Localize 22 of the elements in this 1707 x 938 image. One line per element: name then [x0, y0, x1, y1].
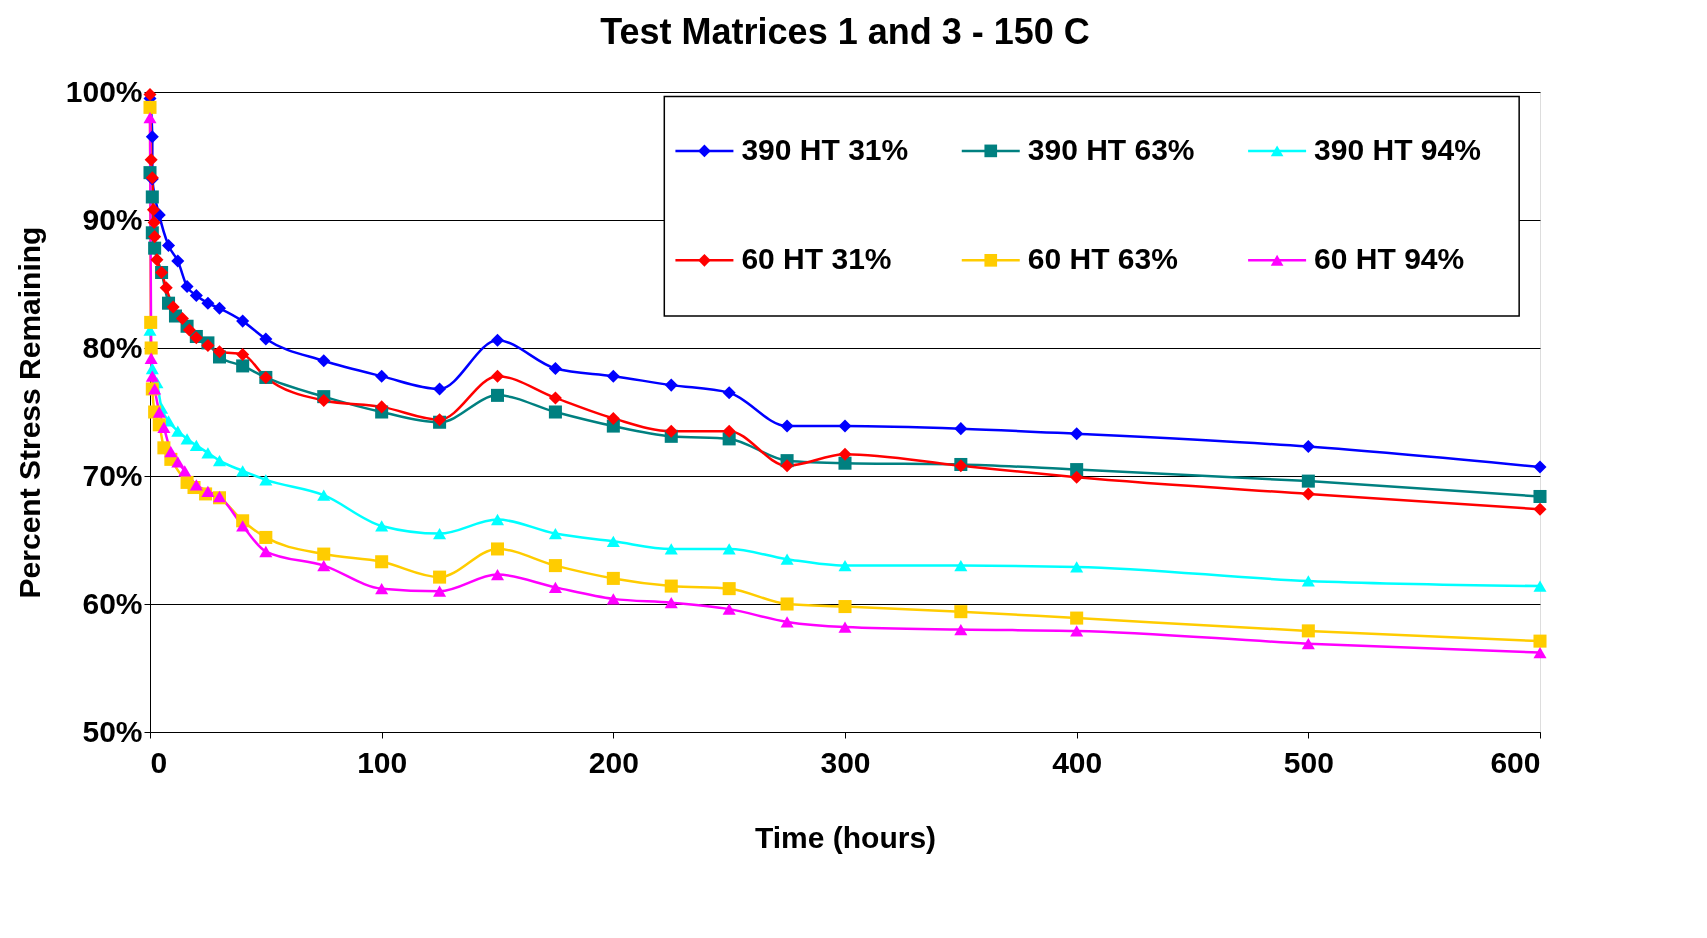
y-tick-label: 60%	[82, 586, 143, 620]
x-tick-label: 0	[150, 745, 168, 779]
x-tick-label: 200	[588, 745, 639, 779]
y-tick-label: 100%	[65, 74, 143, 108]
legend-label: 390 HT 63%	[1027, 132, 1195, 166]
legend-label: 60 HT 31%	[741, 242, 892, 276]
y-tick-label: 80%	[82, 330, 143, 364]
x-tick-label: 500	[1283, 745, 1334, 779]
x-tick-label: 400	[1052, 745, 1103, 779]
y-axis-title: Percent Stress Remaining	[12, 226, 46, 599]
legend-label: 60 HT 63%	[1027, 242, 1178, 276]
x-tick-label: 300	[820, 745, 871, 779]
chart-title: Test Matrices 1 and 3 - 150 C	[600, 11, 1090, 52]
legend-label: 60 HT 94%	[1314, 242, 1465, 276]
y-tick-label: 50%	[82, 714, 143, 748]
y-tick-label: 70%	[82, 458, 143, 492]
legend-label: 390 HT 31%	[741, 132, 909, 166]
x-axis-title: Time (hours)	[754, 820, 937, 854]
legend-label: 390 HT 94%	[1314, 132, 1481, 166]
x-tick-label: 600	[1490, 745, 1541, 779]
x-tick-label: 100	[357, 745, 408, 779]
y-tick-label: 90%	[82, 202, 143, 236]
